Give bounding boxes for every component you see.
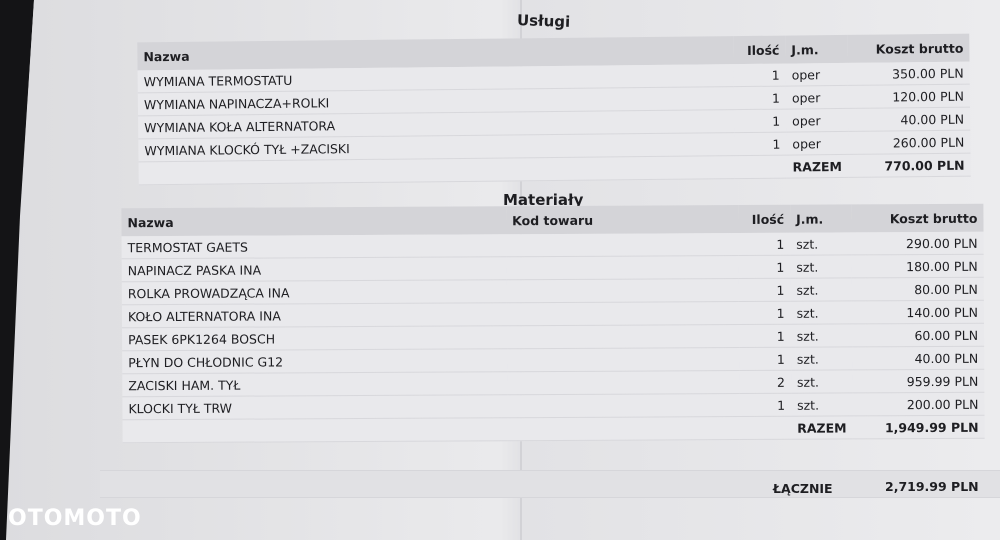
item-code	[506, 347, 739, 372]
item-cost: 40.00 PLN	[852, 346, 985, 370]
item-name: ZACISKI HAM. TYŁ	[122, 371, 508, 397]
item-name: KLOCKI TYŁ TRW	[122, 394, 508, 420]
item-unit: oper	[785, 85, 849, 110]
item-qty: 2	[738, 370, 792, 394]
item-unit: oper	[786, 108, 849, 133]
item-cost: 350.00 PLN	[847, 61, 970, 86]
item-name: NAPINACZ PASKA INA	[121, 256, 507, 282]
col-qty: Ilość	[733, 35, 786, 65]
uslugi-table: Nazwa Ilość J.m. Koszt brutto WYMIANA TE…	[137, 33, 971, 186]
item-name: PŁYN DO CHŁODNIC G12	[122, 348, 507, 374]
item-code	[506, 370, 740, 395]
item-qty: 1	[733, 86, 787, 110]
item-cost: 120.00 PLN	[847, 84, 970, 109]
col-unit: J.m.	[785, 34, 848, 64]
materialy-title: Materiały	[503, 191, 584, 209]
item-qty: 1	[734, 109, 787, 133]
item-unit: szt.	[790, 232, 852, 256]
col-unit: J.m.	[790, 204, 852, 233]
item-name: KOŁO ALTERNATORA INA	[121, 302, 507, 328]
item-qty: 1	[738, 324, 791, 348]
item-cost: 260.00 PLN	[848, 130, 971, 155]
col-cost: Koszt brutto	[847, 33, 970, 63]
item-code	[506, 255, 739, 280]
item-unit: szt.	[790, 277, 852, 302]
item-code	[506, 278, 739, 303]
item-cost: 60.00 PLN	[852, 323, 985, 347]
materialy-table: Nazwa Kod towaru Ilość J.m. Koszt brutto…	[121, 203, 985, 444]
col-name: Nazwa	[121, 206, 507, 237]
item-qty: 1	[738, 255, 791, 279]
item-cost: 200.00 PLN	[852, 392, 985, 416]
item-name: TERMOSTAT GAETS	[121, 234, 507, 259]
item-cost: 959.99 PLN	[852, 369, 985, 393]
total-value: 770.00 PLN	[848, 153, 971, 178]
item-qty: 1	[738, 347, 791, 371]
item-cost: 40.00 PLN	[848, 107, 971, 132]
item-code	[506, 324, 739, 349]
spacer	[734, 155, 787, 179]
item-unit: szt.	[790, 300, 853, 325]
col-cost: Koszt brutto	[851, 203, 984, 233]
item-name: PASEK 6PK1264 BOSCH	[122, 325, 507, 351]
item-code	[506, 233, 739, 257]
uslugi-title: Usługi	[516, 11, 571, 31]
item-cost: 180.00 PLN	[851, 254, 984, 278]
item-qty: 1	[733, 63, 786, 87]
item-qty: 1	[739, 393, 792, 417]
item-cost: 140.00 PLN	[851, 300, 985, 324]
item-unit: szt.	[790, 369, 853, 394]
item-unit: szt.	[791, 392, 853, 417]
total-label: RAZEM	[791, 415, 853, 440]
item-unit: szt.	[790, 254, 852, 279]
total-label: RAZEM	[786, 154, 849, 179]
spacer	[122, 417, 508, 443]
spacer	[739, 416, 792, 440]
total-value: 1,949.99 PLN	[852, 415, 985, 439]
item-qty: 1	[738, 301, 791, 325]
item-cost: 290.00 PLN	[851, 231, 984, 255]
item-unit: oper	[785, 62, 848, 87]
item-unit: oper	[786, 131, 849, 156]
item-qty: 1	[734, 132, 787, 156]
otomoto-watermark: OTOMOTO	[8, 506, 142, 531]
grand-total-label: ŁĄCZNIE	[773, 481, 833, 496]
grand-total-band	[100, 470, 1000, 498]
item-code	[506, 301, 739, 326]
item-code	[507, 393, 740, 418]
item-cost: 80.00 PLN	[851, 277, 984, 301]
item-qty: 1	[738, 232, 791, 256]
col-qty: Ilość	[738, 204, 791, 234]
item-unit: szt.	[790, 346, 853, 371]
grand-total-value: 2,719.99 PLN	[885, 479, 979, 494]
item-name: ROLKA PROWADZĄCA INA	[121, 279, 507, 305]
item-unit: szt.	[790, 323, 853, 348]
item-qty: 1	[738, 278, 791, 302]
col-code: Kod towaru	[506, 205, 739, 235]
spacer	[507, 416, 740, 441]
total-row: RAZEM 1,949.99 PLN	[122, 415, 985, 443]
